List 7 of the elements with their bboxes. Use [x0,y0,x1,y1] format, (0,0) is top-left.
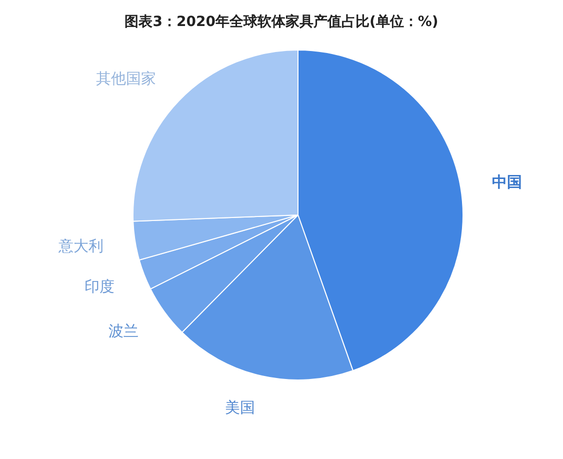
slice-label: 中国 [492,172,522,191]
slice-label: 其他国家 [96,70,156,88]
slice-label: 波兰 [108,322,139,340]
slice-label: 意大利 [57,237,104,256]
chart-title: 图表3：2020年全球软体家具产值占比(单位：%) [124,13,438,30]
slice-label: 印度 [84,278,114,296]
slice-label: 美国 [225,398,256,417]
